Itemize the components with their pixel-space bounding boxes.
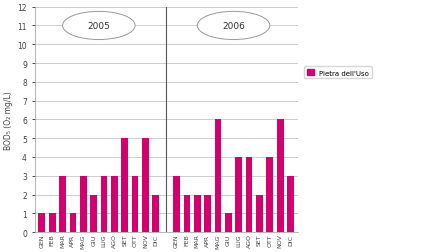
Bar (70, 213, 76, 232)
Bar (184, 195, 190, 232)
Bar (90, 195, 97, 232)
Bar (204, 195, 211, 232)
Bar (215, 120, 221, 232)
Bar (173, 176, 180, 232)
Bar (142, 139, 149, 232)
Bar (225, 213, 232, 232)
Bar (80, 176, 87, 232)
Bar (256, 195, 263, 232)
Bar (236, 157, 242, 232)
Legend: Pietra dell'Uso: Pietra dell'Uso (304, 67, 372, 79)
Bar (287, 176, 294, 232)
Bar (59, 176, 66, 232)
Bar (194, 195, 200, 232)
Bar (132, 176, 139, 232)
Ellipse shape (63, 12, 135, 40)
Bar (277, 120, 284, 232)
Text: 2006: 2006 (222, 22, 245, 31)
Bar (152, 195, 159, 232)
Bar (121, 139, 128, 232)
Y-axis label: BOD₅ (O₂ mg/L): BOD₅ (O₂ mg/L) (4, 91, 13, 149)
Text: 2005: 2005 (87, 22, 110, 31)
Bar (49, 213, 55, 232)
Bar (100, 176, 107, 232)
Bar (111, 176, 118, 232)
Bar (246, 157, 252, 232)
Bar (39, 213, 45, 232)
Ellipse shape (197, 12, 270, 40)
Bar (266, 157, 273, 232)
